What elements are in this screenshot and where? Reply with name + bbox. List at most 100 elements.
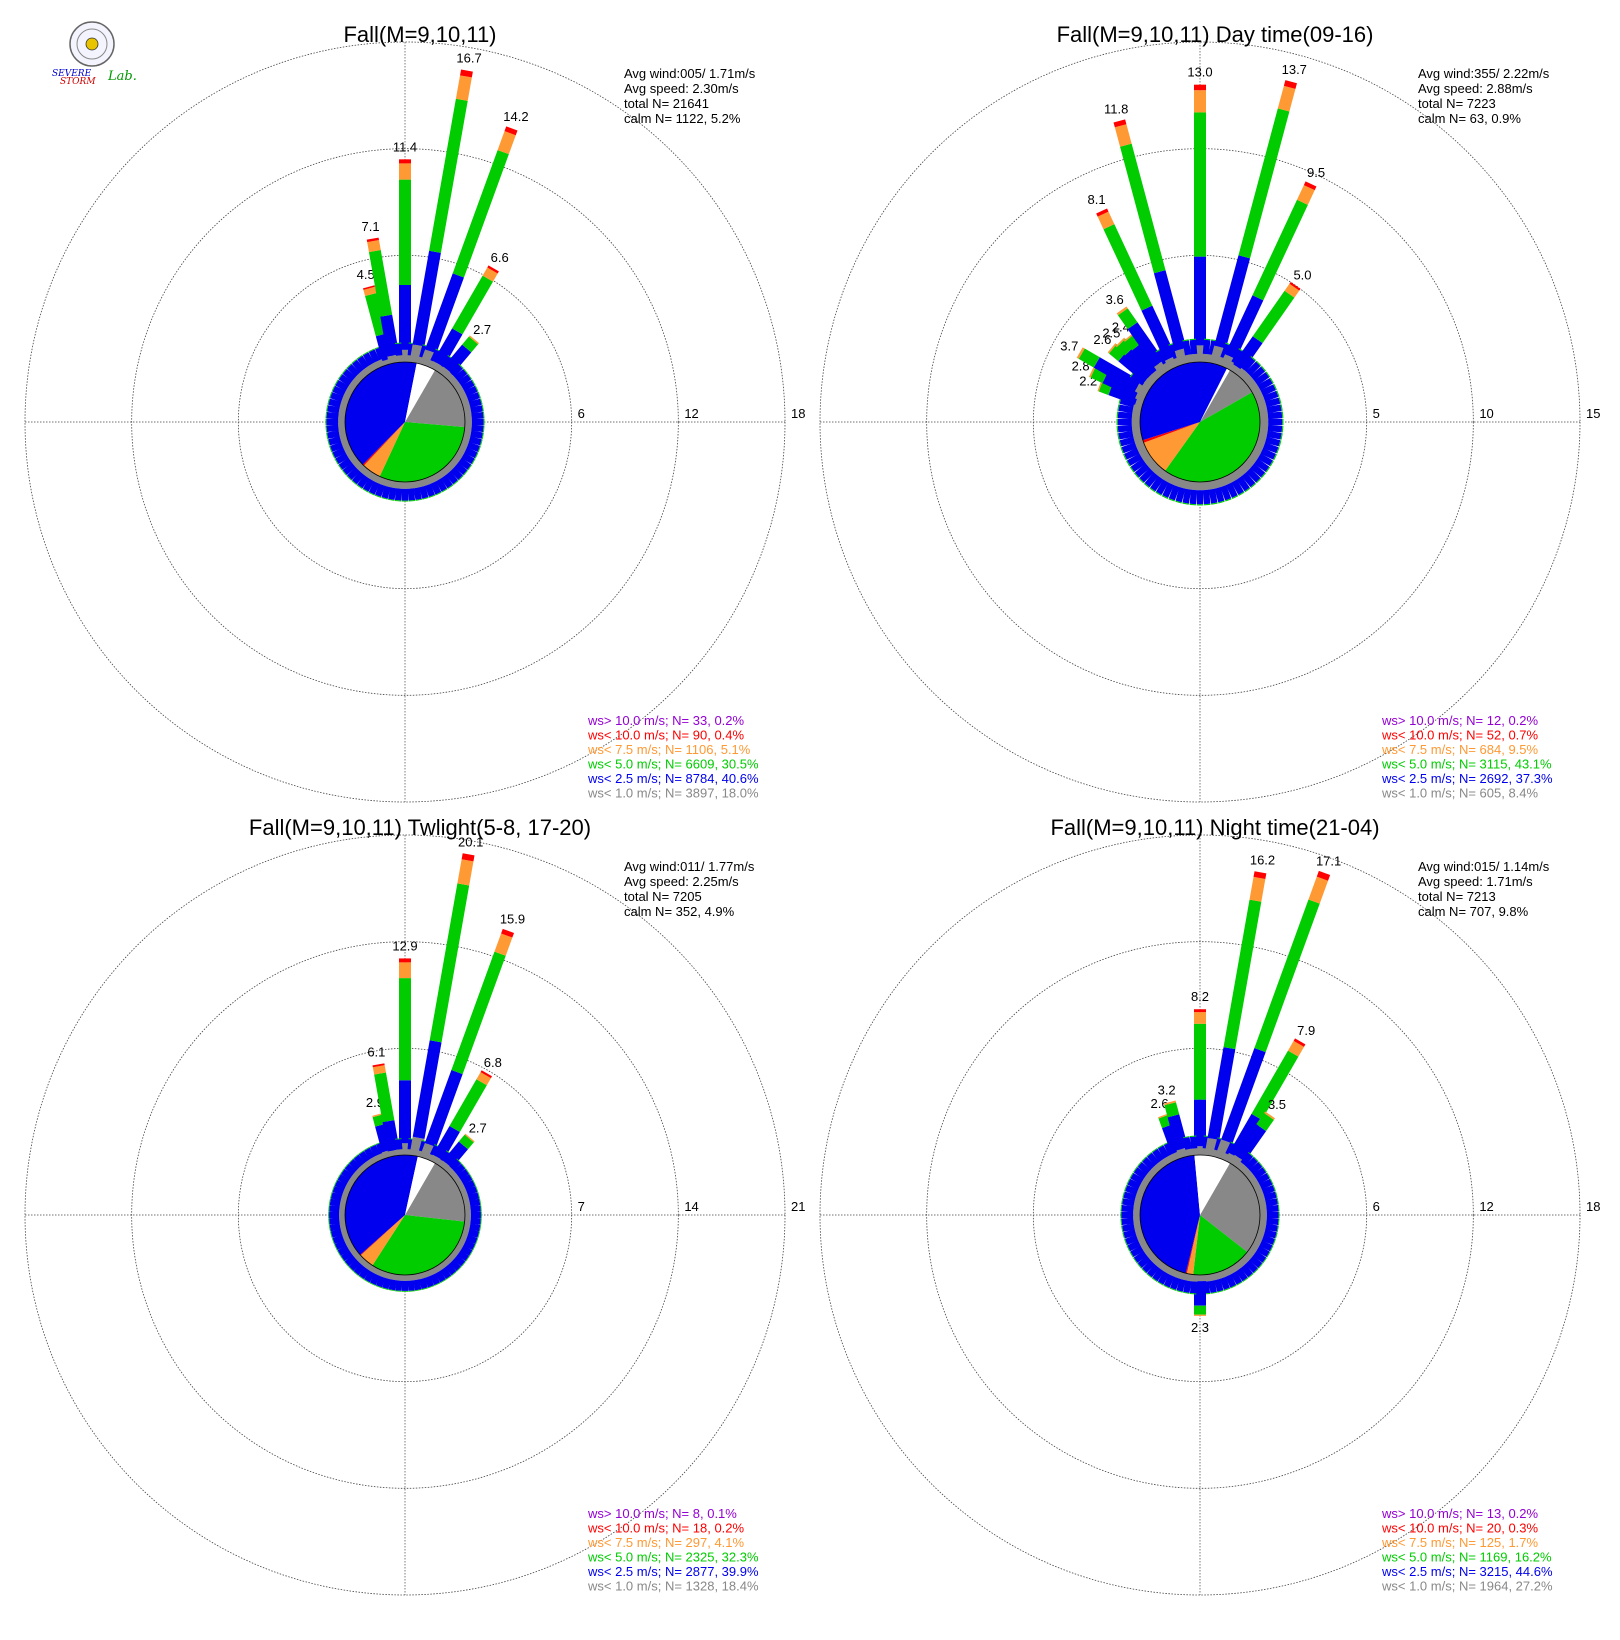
bar-segment bbox=[1236, 1281, 1243, 1286]
stat-line: calm N= 1122, 5.2% bbox=[624, 111, 741, 126]
stat-line: Avg speed: 2.25m/s bbox=[624, 874, 739, 889]
bar-segment bbox=[1277, 1204, 1280, 1212]
bar-segment bbox=[1146, 1273, 1152, 1278]
bar-segment bbox=[1120, 143, 1166, 274]
ring-tick-label: 7 bbox=[578, 1199, 585, 1214]
bar-segment bbox=[1121, 1217, 1134, 1226]
bar-segment bbox=[368, 349, 380, 363]
bar-segment bbox=[1142, 1157, 1155, 1170]
bar-segment bbox=[363, 1279, 370, 1284]
direction-value-label: 16.2 bbox=[1250, 852, 1275, 867]
direction-value-label: 12.9 bbox=[392, 938, 417, 953]
bar-segment bbox=[353, 1263, 366, 1276]
bar-segment bbox=[1258, 1222, 1267, 1230]
bar-segment bbox=[1220, 485, 1232, 501]
bar-segment bbox=[1240, 462, 1251, 473]
bar-segment bbox=[1259, 1217, 1267, 1225]
bar-segment bbox=[352, 471, 365, 485]
bar-segment bbox=[399, 962, 411, 979]
bar-segment bbox=[429, 98, 468, 253]
bar-segment bbox=[329, 1223, 341, 1232]
bar-segment bbox=[468, 335, 480, 345]
bar-segment bbox=[407, 481, 415, 489]
bar-segment bbox=[394, 488, 403, 501]
bar-segment bbox=[1263, 390, 1279, 402]
bar-segment bbox=[369, 1144, 376, 1148]
bar-segment bbox=[1144, 472, 1159, 488]
bar-segment bbox=[1146, 1152, 1152, 1157]
bar-segment bbox=[1133, 1211, 1140, 1219]
bar-segment bbox=[1182, 339, 1189, 342]
bar-segment bbox=[1096, 208, 1109, 217]
bar-segment bbox=[449, 1259, 461, 1271]
bar-segment bbox=[1214, 255, 1251, 349]
bar-segment bbox=[328, 1205, 330, 1212]
ring-tick-label: 15 bbox=[1586, 406, 1600, 421]
bar-segment bbox=[388, 1279, 397, 1291]
bar-segment bbox=[325, 425, 328, 433]
bar-segment bbox=[1164, 1102, 1180, 1118]
bar-segment bbox=[471, 411, 484, 420]
bar-segment bbox=[1273, 453, 1277, 461]
bar-segment bbox=[415, 498, 422, 501]
direction-value-label: 7.9 bbox=[1297, 1023, 1315, 1038]
bar-segment bbox=[1303, 181, 1317, 191]
bar-segment bbox=[334, 1244, 338, 1251]
windrose-panel-1: 6 12 18 11.4 16.7 14.2 6.6 2.7 4.5 7.1 Fall(M=9,10… bbox=[24, 22, 805, 803]
bar-segment bbox=[1132, 429, 1142, 437]
bar-segment bbox=[1258, 407, 1268, 415]
bar-segment bbox=[1141, 305, 1176, 361]
bar-segment bbox=[1208, 488, 1218, 504]
bar-segment bbox=[1117, 411, 1133, 420]
bar-segment bbox=[1163, 1284, 1170, 1289]
bar-segment bbox=[412, 480, 420, 489]
bar-segment bbox=[482, 425, 485, 433]
bar-segment bbox=[395, 355, 403, 363]
bar-segment bbox=[1225, 1274, 1237, 1288]
bar-segment bbox=[464, 1133, 475, 1143]
bar-segment bbox=[375, 483, 386, 497]
bar-segment bbox=[442, 1141, 468, 1169]
bar-segment bbox=[1250, 463, 1266, 478]
pie-slice bbox=[372, 1215, 465, 1275]
bar-segment bbox=[1194, 112, 1206, 257]
bar-segment bbox=[1138, 477, 1145, 484]
bar-segment bbox=[1162, 482, 1175, 498]
bar-segment bbox=[458, 475, 464, 481]
bar-segment bbox=[1233, 336, 1263, 372]
bar-segment bbox=[432, 1125, 460, 1161]
bar-segment bbox=[1250, 385, 1261, 395]
bar-segment bbox=[1231, 349, 1244, 365]
bar-segment bbox=[435, 478, 448, 492]
bar-segment bbox=[1103, 224, 1153, 311]
bar-segment bbox=[1088, 365, 1096, 378]
panel-title: Fall(M=9,10,11) bbox=[343, 22, 496, 47]
bar-segment bbox=[340, 1168, 353, 1180]
bar-segment bbox=[1130, 1172, 1144, 1185]
bar-segment bbox=[1275, 1191, 1278, 1198]
bar-segment bbox=[1255, 360, 1262, 367]
legend-entry: ws< 10.0 m/s; N= 52, 0.7% bbox=[1381, 728, 1539, 743]
bar-segment bbox=[1116, 418, 1118, 426]
bar-segment bbox=[464, 385, 478, 397]
bar-segment bbox=[1217, 1290, 1224, 1293]
direction-value-label: 3.7 bbox=[1060, 339, 1078, 354]
bar-segment bbox=[1116, 411, 1119, 419]
bar-segment bbox=[1276, 1225, 1279, 1232]
bar-segment bbox=[1230, 1271, 1243, 1285]
legend-entry: ws< 5.0 m/s; N= 1169, 16.2% bbox=[1381, 1550, 1552, 1565]
bar-segment bbox=[1277, 1218, 1280, 1226]
bar-segment bbox=[1153, 465, 1164, 477]
panel-title: Fall(M=9,10,11) Twlight(5-8, 17-20) bbox=[249, 815, 591, 840]
bar-segment bbox=[348, 1266, 354, 1272]
ring-14 bbox=[131, 941, 679, 1489]
bar-segment bbox=[457, 374, 472, 387]
bar-segment bbox=[1260, 1211, 1267, 1219]
bar-segment bbox=[1124, 1238, 1128, 1246]
bar-segment bbox=[330, 1228, 343, 1238]
bar-segment bbox=[1249, 1255, 1263, 1268]
bar-segment bbox=[1143, 482, 1150, 488]
legend-entry: ws< 1.0 m/s; N= 1328, 18.4% bbox=[587, 1579, 759, 1594]
bar-segment bbox=[1236, 476, 1250, 492]
